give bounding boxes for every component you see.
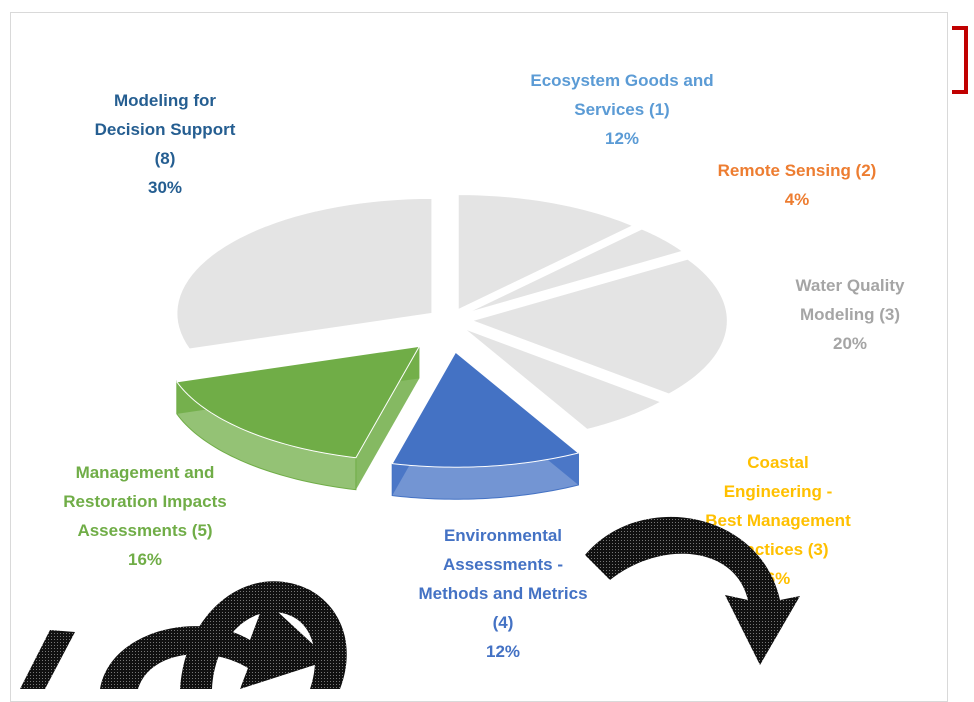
pie xyxy=(177,195,728,500)
category-label: Water Quality Modeling (3) xyxy=(765,271,935,329)
value-label: 6% xyxy=(703,564,853,593)
value-label: 12% xyxy=(527,124,717,153)
data-label: Remote Sensing (2)4% xyxy=(687,156,907,214)
red-bracket xyxy=(952,28,966,92)
category-label: Environmental Assessments - Methods and … xyxy=(418,521,588,637)
value-label: 20% xyxy=(765,329,935,358)
data-label: Water Quality Modeling (3)20% xyxy=(765,271,935,358)
data-label: Coastal Engineering - Best Management Pr… xyxy=(703,448,853,593)
value-label: 12% xyxy=(418,637,588,666)
category-label: Ecosystem Goods and Services (1) xyxy=(527,66,717,124)
data-label: Management and Restoration Impacts Asses… xyxy=(55,458,235,574)
category-label: Remote Sensing (2) xyxy=(687,156,907,185)
category-label: Modeling for Decision Support (8) xyxy=(85,86,245,173)
data-label: Ecosystem Goods and Services (1)12% xyxy=(527,66,717,153)
value-label: 16% xyxy=(55,545,235,574)
category-label: Coastal Engineering - Best Management Pr… xyxy=(703,448,853,564)
data-label: Environmental Assessments - Methods and … xyxy=(418,521,588,666)
category-label: Management and Restoration Impacts Asses… xyxy=(55,458,235,545)
value-label: 4% xyxy=(687,185,907,214)
page: Ecosystem Goods and Services (1)12%Remot… xyxy=(0,0,974,689)
slice xyxy=(177,198,432,349)
value-label: 30% xyxy=(85,173,245,202)
data-label: Modeling for Decision Support (8)30% xyxy=(85,86,245,202)
